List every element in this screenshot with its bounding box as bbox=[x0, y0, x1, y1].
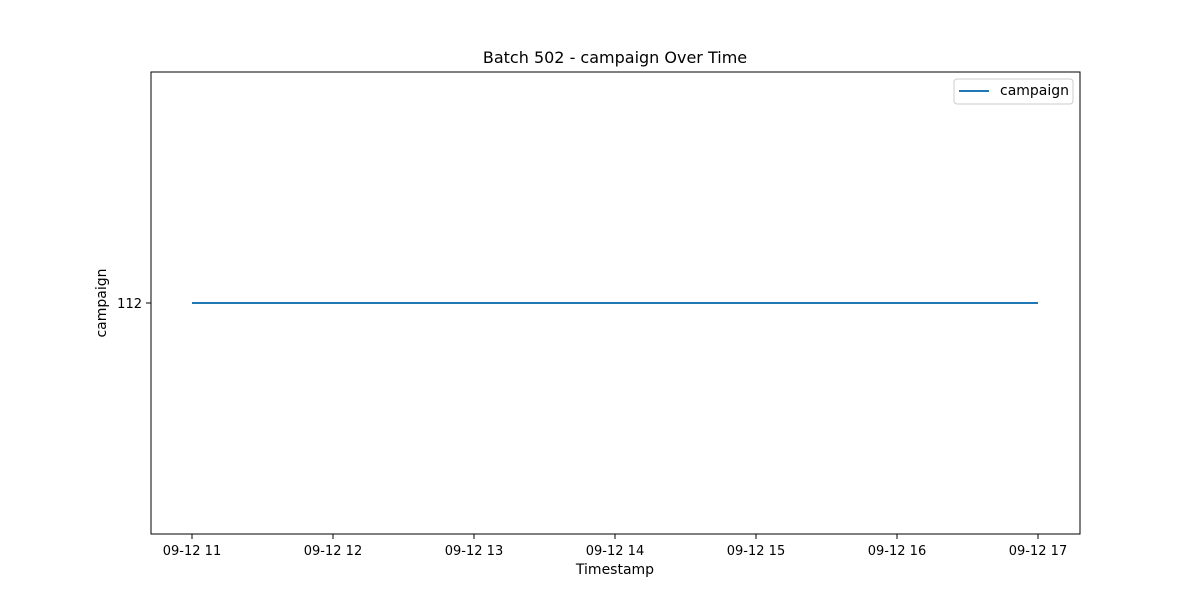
x-tick-label: 09-12 11 bbox=[163, 544, 221, 559]
x-tick-label: 09-12 13 bbox=[445, 544, 503, 559]
y-tick-label: 112 bbox=[117, 297, 142, 312]
legend-box bbox=[953, 78, 1074, 105]
x-tick-label: 09-12 14 bbox=[586, 544, 644, 559]
x-tick-label: 09-12 16 bbox=[868, 544, 926, 559]
legend: campaign bbox=[953, 78, 1074, 105]
x-tick-label: 09-12 17 bbox=[1009, 544, 1067, 559]
x-axis: 09-12 11 09-12 12 09-12 13 09-12 14 09-12 15… bbox=[163, 534, 1067, 559]
x-axis-label: Timestamp bbox=[575, 562, 654, 578]
x-tick-label: 09-12 12 bbox=[304, 544, 362, 559]
y-axis: 112 bbox=[117, 297, 151, 312]
x-tick-label: 09-12 15 bbox=[727, 544, 785, 559]
y-axis-label: campaign bbox=[94, 268, 110, 337]
legend-label-campaign: campaign bbox=[1000, 83, 1069, 99]
chart-title: Batch 502 - campaign Over Time bbox=[483, 48, 747, 67]
